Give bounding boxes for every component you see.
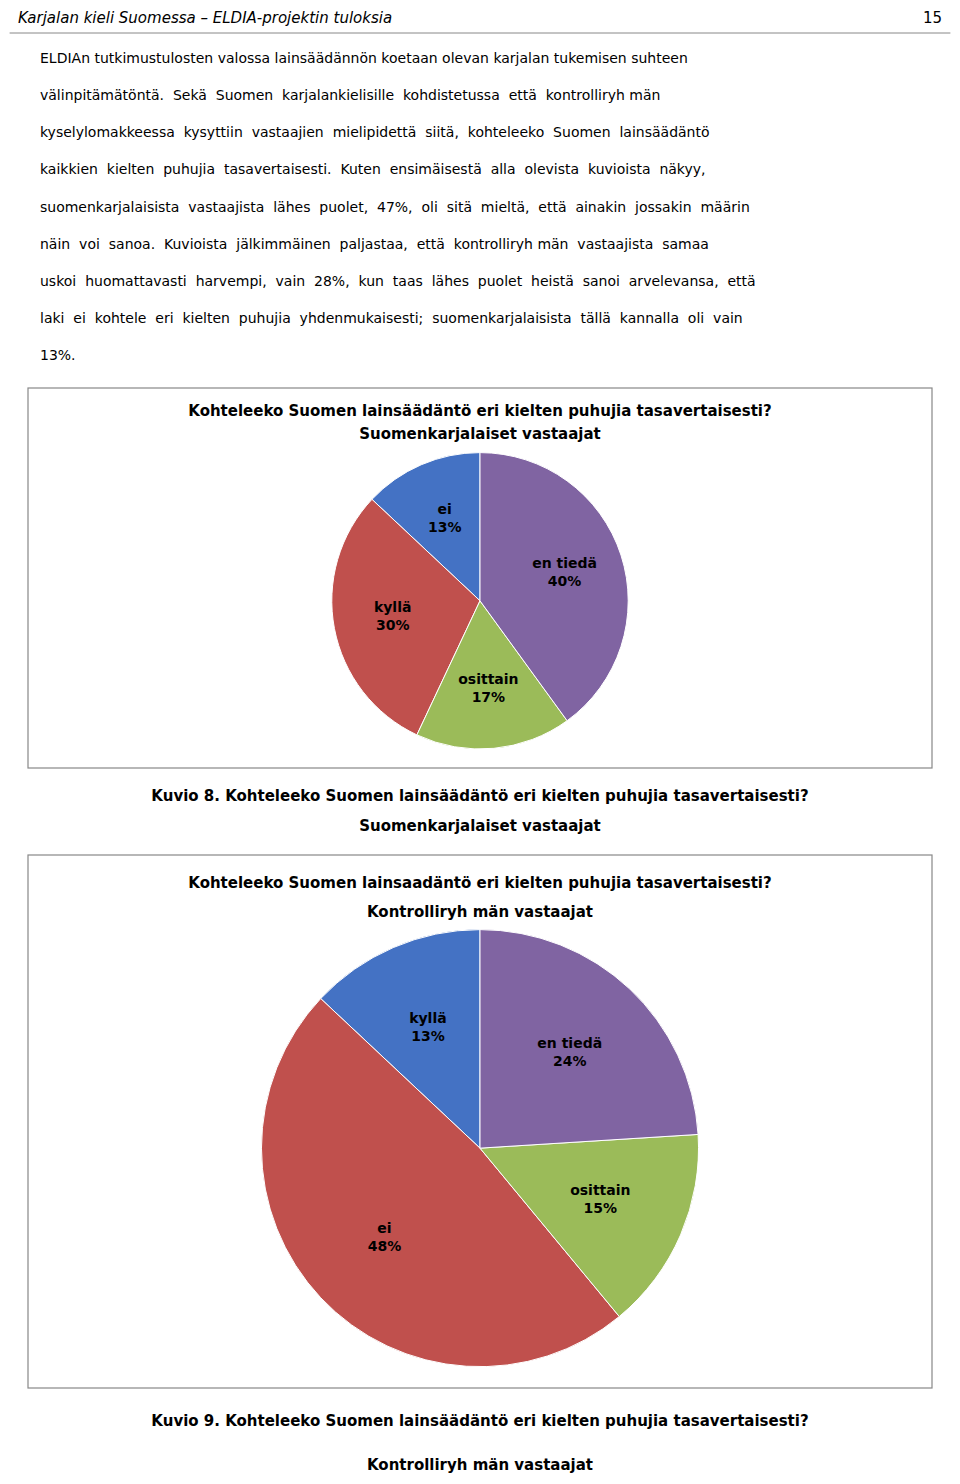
chart-caption: Suomenkarjalaiset vastaajat bbox=[359, 817, 601, 835]
slice-value: 17% bbox=[472, 689, 506, 705]
chart-title: Kohteleeko Suomen lainsaadäntö eri kielt… bbox=[188, 874, 771, 892]
slice-value: 48% bbox=[368, 1238, 402, 1254]
slice-labels: ei 13% kyllä 30% osittain 17% en tiedä 40% bbox=[374, 501, 597, 705]
slice-value: 24% bbox=[553, 1053, 587, 1069]
slice-value: 30% bbox=[376, 617, 410, 633]
slice-category: osittain bbox=[458, 671, 518, 687]
body-line: näin voi sanoa. Kuvioista jälkimmäinen p… bbox=[40, 236, 709, 252]
chart-caption: Kontrolliryh män vastaajat bbox=[367, 1456, 593, 1474]
slice-category: ei bbox=[377, 1220, 391, 1236]
slice-labels: kyllä 13% ei 48% osittain 15% en tiedä 24% bbox=[368, 1010, 631, 1254]
chart-subtitle: Kontrolliryh män vastaajat bbox=[367, 903, 593, 921]
page-header: Karjalan kieli Suomessa – ELDIA-projekti… bbox=[18, 9, 392, 27]
slice-value: 13% bbox=[428, 519, 462, 535]
body-line: laki ei kohtele eri kielten puhujia yhde… bbox=[40, 310, 743, 326]
body-line: välinpitämätöntä. Sekä Suomen karjalanki… bbox=[40, 87, 660, 103]
body-line: ELDIAn tutkimustulosten valossa lainsääd… bbox=[40, 50, 688, 66]
body-line: 13%. bbox=[40, 347, 76, 363]
pie: ei 13% kyllä 30% osittain 17% en tiedä 40% bbox=[332, 453, 628, 749]
chart-title: Kohteleeko Suomen lainsäädäntö eri kielt… bbox=[188, 402, 771, 420]
chart-frame bbox=[28, 855, 932, 1388]
page: Karjalan kieli Suomessa – ELDIA-projekti… bbox=[0, 0, 960, 1484]
body-line: kaikkien kielten puhujia tasavertaisesti… bbox=[40, 161, 706, 177]
slice-category: kyllä bbox=[409, 1010, 446, 1026]
chart-subtitle: Suomenkarjalaiset vastaajat bbox=[359, 425, 601, 443]
slice-category: en tiedä bbox=[532, 555, 597, 571]
chart: Kohteleeko Suomen lainsäädäntö eri kielt… bbox=[28, 388, 932, 835]
page-number: 15 bbox=[923, 9, 942, 27]
chart: Kohteleeko Suomen lainsaadäntö eri kielt… bbox=[28, 855, 932, 1474]
page-header-group: Karjalan kieli Suomessa – ELDIA-projekti… bbox=[10, 9, 951, 34]
slice-category: ei bbox=[438, 501, 452, 517]
chart-caption: Kuvio 9. Kohteleeko Suomen lainsäädäntö … bbox=[151, 1412, 808, 1430]
chart-caption: Kuvio 8. Kohteleeko Suomen lainsäädäntö … bbox=[151, 787, 808, 805]
slice-value: 40% bbox=[548, 573, 582, 589]
body-text: ELDIAn tutkimustulosten valossa lainsääd… bbox=[40, 50, 756, 364]
body-line: suomenkarjalaisista vastaajista lähes pu… bbox=[40, 199, 750, 215]
slice-category: kyllä bbox=[374, 599, 411, 615]
pie: kyllä 13% ei 48% osittain 15% en tiedä 24% bbox=[261, 930, 698, 1367]
chart-frame bbox=[28, 388, 932, 768]
pie-slice bbox=[480, 930, 698, 1149]
slice-category: osittain bbox=[570, 1182, 630, 1198]
body-line: kyselylomakkeessa kysyttiin vastaajien m… bbox=[40, 124, 710, 140]
slice-value: 15% bbox=[584, 1200, 618, 1216]
slice-value: 13% bbox=[411, 1028, 445, 1044]
pie-slice bbox=[480, 1134, 699, 1316]
slice-category: en tiedä bbox=[537, 1035, 602, 1051]
body-line: uskoi huomattavasti harvempi, vain 28%, … bbox=[40, 273, 756, 289]
header-rule bbox=[10, 33, 951, 34]
